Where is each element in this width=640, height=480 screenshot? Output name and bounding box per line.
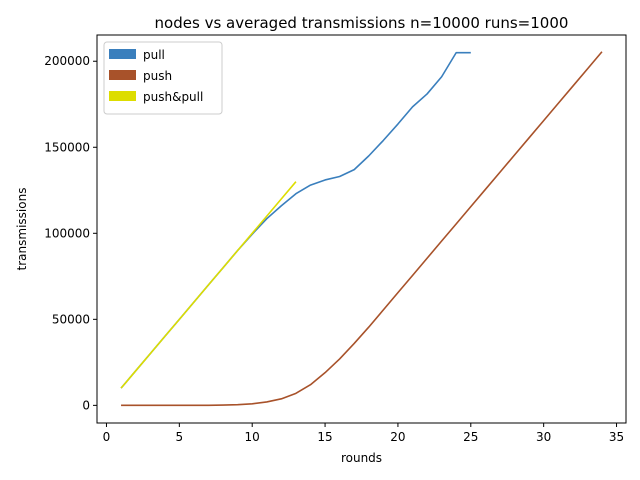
y-tick-label: 0	[82, 398, 90, 412]
y-tick-label: 100000	[44, 226, 90, 240]
y-axis-ticks: 0 50000 100000 150000 200000	[44, 54, 97, 412]
x-tick-label: 25	[463, 430, 478, 444]
legend-swatch	[109, 91, 136, 101]
y-tick-label: 200000	[44, 54, 90, 68]
y-tick-label: 50000	[52, 312, 90, 326]
plot-frame	[96, 34, 627, 424]
x-axis-label: rounds	[341, 451, 382, 465]
y-axis-label: transmissions	[15, 188, 29, 271]
chart-title: nodes vs averaged transmissions n=10000 …	[155, 14, 569, 32]
legend-label: push&pull	[143, 90, 203, 104]
series-layer	[120, 51, 603, 407]
x-tick-label: 5	[176, 430, 184, 444]
x-tick-label: 20	[390, 430, 405, 444]
x-tick-label: 35	[609, 430, 624, 444]
x-tick-label: 0	[103, 430, 111, 444]
x-tick-label: 30	[536, 430, 551, 444]
legend-swatch	[109, 70, 136, 80]
legend-label: pull	[143, 48, 165, 62]
x-axis-ticks: 0 5 10 15 20 25 30 35	[103, 423, 624, 444]
legend-swatch	[109, 49, 136, 59]
series-line-push	[121, 51, 603, 407]
y-tick-label: 150000	[44, 140, 90, 154]
x-tick-label: 10	[245, 430, 260, 444]
legend-label: push	[143, 69, 172, 83]
legend: pull push push&pull	[103, 41, 223, 115]
series-line-push-pull	[120, 181, 297, 389]
x-tick-label: 15	[317, 430, 332, 444]
